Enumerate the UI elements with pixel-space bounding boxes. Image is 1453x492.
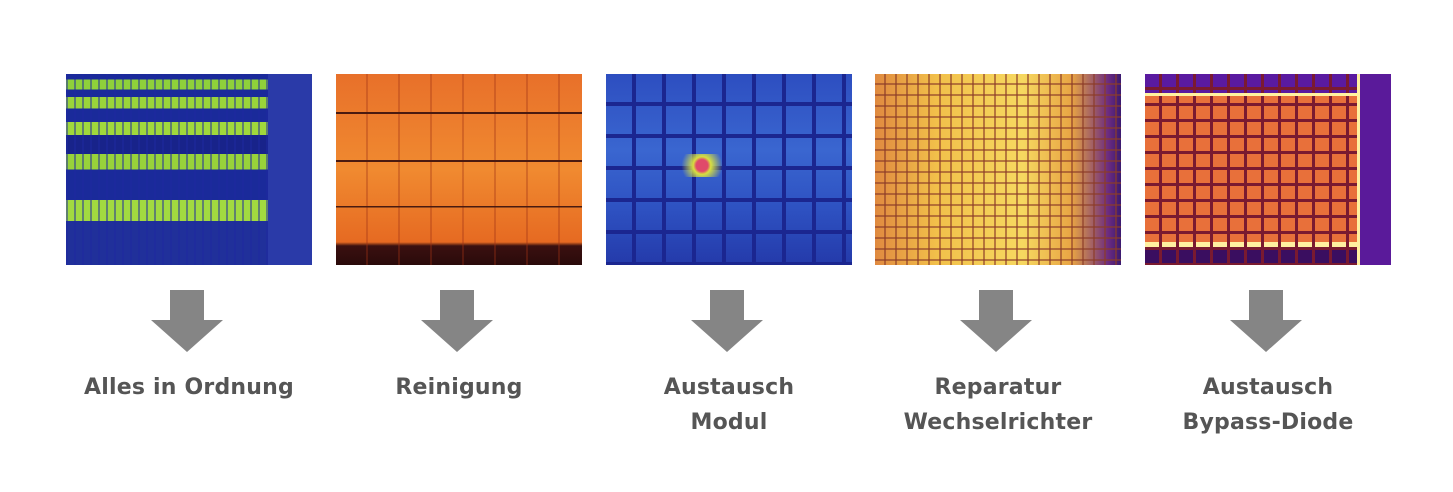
thermal-image-inverter-fault — [875, 74, 1121, 265]
arrow-down-icon — [960, 290, 1032, 352]
step-label: Austausch Bypass-Diode — [1105, 370, 1431, 440]
thermal-image-bypass-diode — [1145, 74, 1391, 265]
label-line: Austausch — [663, 375, 795, 400]
label-line: Alles in Ordnung — [84, 375, 294, 400]
step-1: Alles in Ordnung — [66, 74, 312, 400]
thermal-image-hotspot-module — [606, 74, 852, 265]
step-4: Reparatur Wechselrichter — [875, 74, 1121, 435]
arrow-down-icon — [151, 290, 223, 352]
step-label: Reinigung — [296, 370, 622, 405]
thermal-image-solar-field — [66, 74, 312, 265]
label-line: Reparatur — [934, 375, 1062, 400]
arrow-down-icon — [691, 290, 763, 352]
step-label: Alles in Ordnung — [26, 370, 352, 405]
label-line: Reinigung — [395, 375, 523, 400]
step-3: Austausch Modul — [606, 74, 852, 435]
label-line: Modul — [690, 410, 768, 435]
step-label: Austausch Modul — [566, 370, 892, 440]
arrow-down-icon — [1230, 290, 1302, 352]
step-2: Reinigung — [336, 74, 582, 400]
label-line: Bypass-Diode — [1182, 410, 1354, 435]
thermal-image-soiled-panels — [336, 74, 582, 265]
hotspot — [674, 154, 729, 178]
step-5: Austausch Bypass-Diode — [1145, 74, 1391, 435]
label-line: Wechselrichter — [903, 410, 1093, 435]
step-label: Reparatur Wechselrichter — [835, 370, 1161, 440]
label-line: Austausch — [1202, 375, 1334, 400]
arrow-down-icon — [421, 290, 493, 352]
